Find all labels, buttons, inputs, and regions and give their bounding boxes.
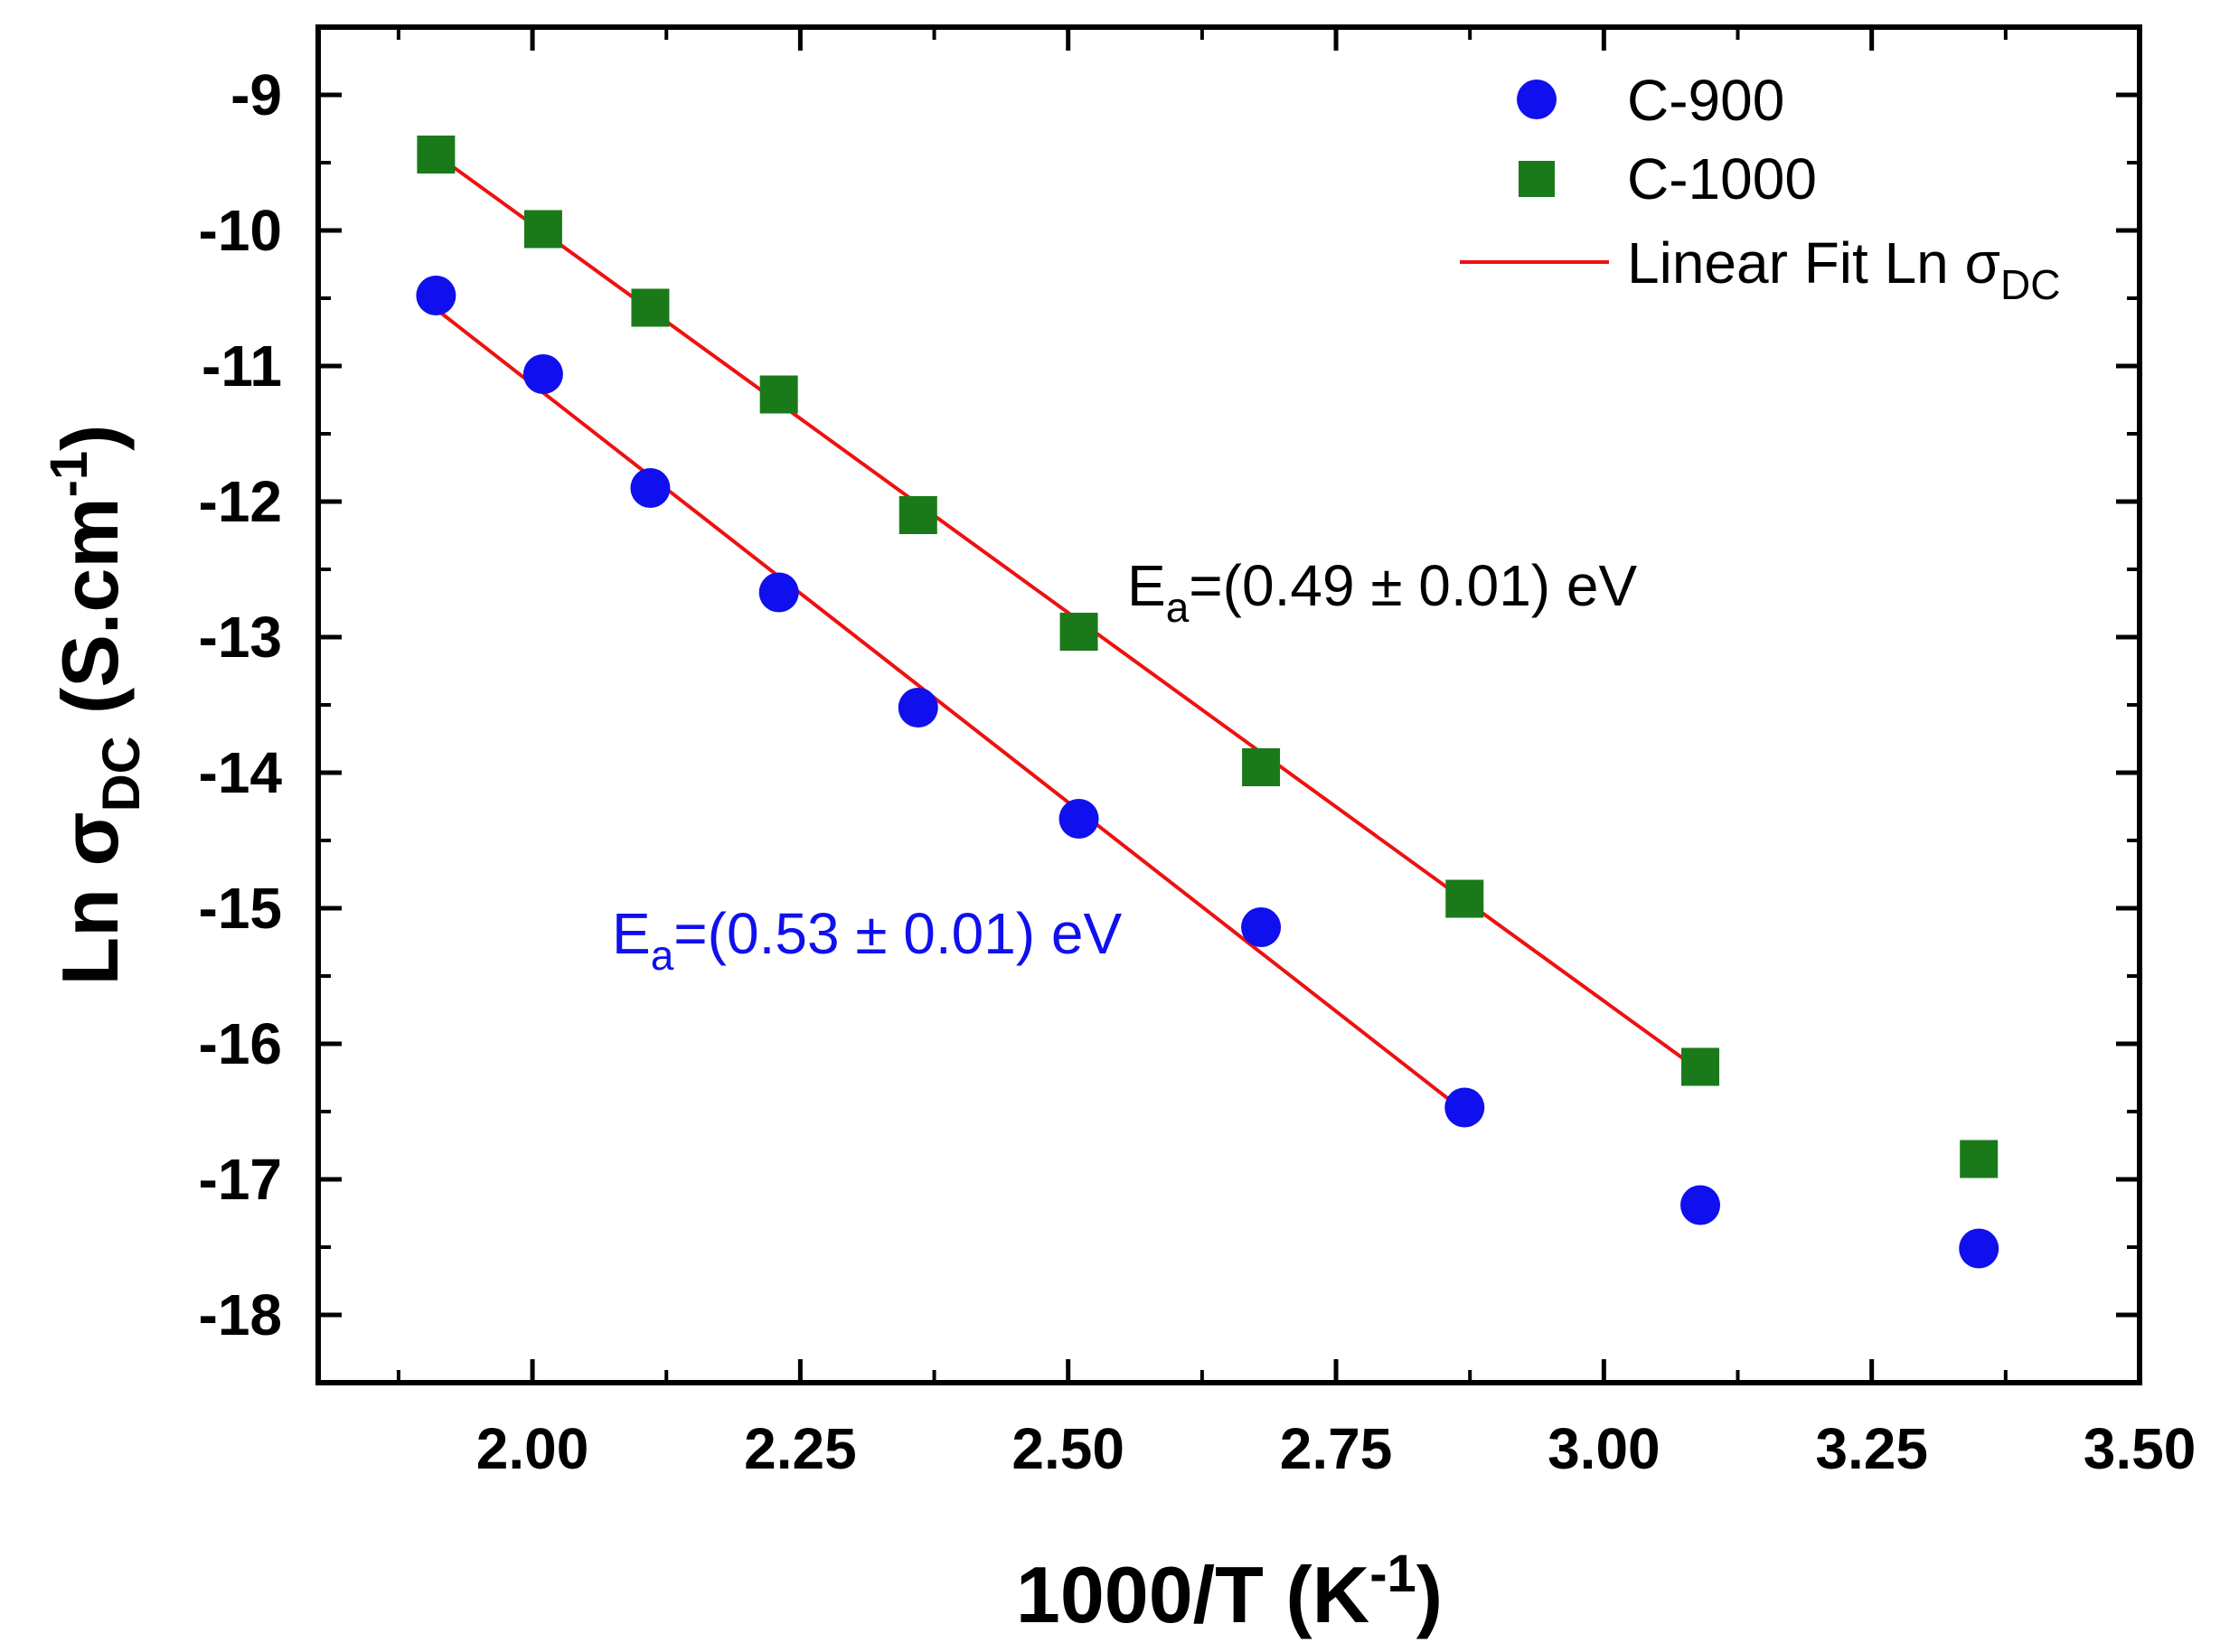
x-tick-label: 3.25 — [1815, 1416, 1928, 1481]
legend-marker-c900 — [1517, 80, 1557, 119]
y-tick-label: -10 — [199, 198, 283, 263]
y-tick-label: -16 — [199, 1011, 283, 1076]
point-c-900 — [758, 572, 799, 613]
x-tick-label: 2.25 — [744, 1416, 857, 1481]
y-tick-label: -18 — [199, 1282, 283, 1347]
x-tick-label: 2.50 — [1011, 1416, 1124, 1481]
axis-ticks: 2.00 2.25 2.50 2.75 3.00 3.25 3.50 -9 -10 -11 -12 -… — [199, 25, 2197, 1481]
y-tick-label: -14 — [199, 740, 283, 805]
y-tick-label: -13 — [199, 605, 283, 670]
point-c-900 — [1444, 1087, 1485, 1128]
x-tick-label: 2.75 — [1280, 1416, 1393, 1481]
fit-line-c-900 — [435, 307, 1466, 1113]
point-c-1000 — [1059, 613, 1098, 651]
legend-label-c1000: C-1000 — [1627, 146, 1817, 211]
point-c-1000 — [523, 210, 562, 249]
point-c-900 — [416, 276, 456, 315]
point-c-900 — [1058, 799, 1099, 839]
point-c-900 — [1959, 1228, 1999, 1269]
legend-label-fit: Linear Fit Ln σDC — [1627, 230, 2060, 308]
point-c-1000 — [1681, 1047, 1720, 1086]
point-c-900 — [630, 468, 671, 508]
point-c-900 — [522, 354, 563, 394]
point-c-1000 — [1445, 879, 1484, 918]
annotation-c1000-activation-energy: Ea=(0.49 ± 0.01) eV — [1127, 553, 1637, 631]
annotation-c900-activation-energy: Ea=(0.53 ± 0.01) eV — [612, 901, 1122, 979]
point-c-900 — [1680, 1185, 1721, 1225]
point-c-1000 — [898, 496, 937, 534]
data-points — [416, 136, 1999, 1269]
legend: C-900 C-1000 Linear Fit Ln σDC — [1460, 68, 2060, 308]
x-tick-label: 3.50 — [2084, 1416, 2197, 1481]
y-tick-label: -17 — [199, 1147, 283, 1212]
y-tick-label: -9 — [230, 62, 282, 127]
legend-label-c900: C-900 — [1627, 68, 1784, 133]
point-c-1000 — [1960, 1140, 1999, 1178]
point-c-1000 — [417, 136, 456, 174]
x-tick-label: 2.00 — [476, 1416, 589, 1481]
point-c-1000 — [631, 288, 670, 327]
point-c-900 — [898, 688, 938, 727]
y-tick-label: -12 — [199, 469, 283, 534]
x-axis-title: 1000/T (K-1) — [1016, 1544, 1443, 1639]
y-tick-label: -15 — [199, 876, 283, 941]
y-tick-label: -11 — [202, 333, 282, 399]
x-tick-label: 3.00 — [1548, 1416, 1660, 1481]
point-c-1000 — [1242, 748, 1281, 786]
point-c-1000 — [759, 375, 798, 414]
legend-marker-c1000 — [1519, 161, 1555, 197]
point-c-900 — [1241, 907, 1282, 947]
y-axis-title: Ln σDC (S.cm-1) — [40, 425, 151, 986]
